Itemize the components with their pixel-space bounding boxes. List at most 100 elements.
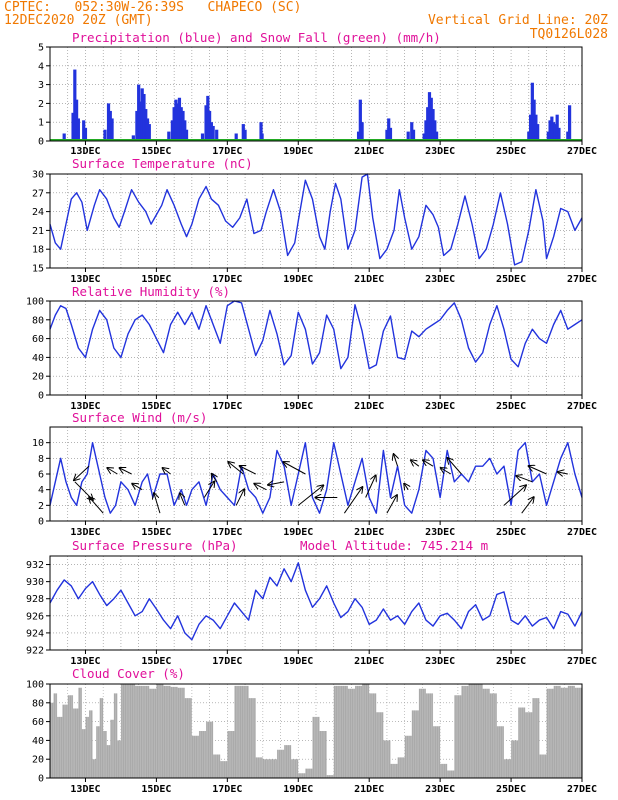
precip-bar [110,118,114,141]
precip-bar [177,97,182,141]
wind-series-line [49,441,583,514]
pressure-ytick-label: 930 [26,577,44,588]
precip-bar [528,114,533,141]
wind-arrow [74,481,93,500]
pressure-date-label: 15DEC [141,656,171,667]
precip-bar [71,112,75,141]
precip-bar [429,97,433,141]
humidity-date-label: 17DEC [212,401,242,412]
precip-bar [546,131,550,141]
precip-bar [206,95,210,141]
precip-bar [387,118,391,141]
temperature-ytick-label: 27 [32,188,44,199]
pressure-panel: 922 924 926 928 930 932 13DEC 15DEC 17DEC 19DEC 21… [26,538,597,667]
temperature-date-label: 13DEC [70,274,100,285]
pressure-date-label: 13DEC [70,656,100,667]
precip-bar [208,110,212,141]
humidity-panel: 0 20 40 60 80 100 13DEC 15DEC 17DEC 19DEC 21DEC 23D… [26,284,597,412]
precip-bar [138,101,143,141]
precip-bar [241,124,245,141]
temperature-frame [49,173,583,269]
wind-arrow [394,454,398,467]
pressure-date-label: 21DEC [354,656,384,667]
cloud-cover-date-label: 17DEC [212,784,242,795]
precip-bar [388,127,393,141]
humidity-date-label: 27DEC [567,401,597,412]
precipitation-date-label: 19DEC [283,146,313,157]
precip-bar [73,69,77,141]
humidity-date-label: 25DEC [496,401,526,412]
pressure-title: Surface Pressure (hPa) [72,538,238,553]
precip-bar [131,135,135,141]
precipitation-title: Precipitation (blue) and Snow Fall (gree… [72,30,441,45]
precip-bar [356,131,361,141]
wind-arrow [154,493,161,514]
humidity-ytick-label: 80 [32,315,44,326]
precip-bar [426,107,430,141]
wind-arrow [163,468,171,475]
humidity-series-line [49,300,583,370]
pressure-ytick-label: 926 [26,611,44,622]
precipitation-date-label: 23DEC [425,146,455,157]
wind-date-label: 21DEC [354,527,384,538]
temperature-date-label: 21DEC [354,274,384,285]
pressure-ytick-label: 928 [26,594,44,605]
humidity-date-label: 23DEC [425,401,455,412]
wind-arrow [386,495,397,514]
cloud-cover-ytick-label: 0 [38,774,44,785]
wind-arrow [411,460,420,467]
precip-bar [170,120,174,141]
pressure-ytick-label: 922 [26,646,44,657]
wind-arrow [529,466,547,475]
precip-bar [137,84,141,141]
cloud-cover-ytick-label: 100 [26,680,44,691]
temperature-date-label: 25DEC [496,274,526,285]
humidity-ytick-label: 20 [32,372,44,383]
humidity-frame [49,300,583,396]
precip-bar [211,125,215,141]
precip-bar [548,120,552,141]
precip-bar [406,131,410,141]
precip-bar [260,133,264,141]
cloud-cover-ytick-label: 80 [32,698,44,709]
precip-bar [176,103,180,141]
wind-arrow [365,476,376,498]
precip-bar [204,105,208,141]
pressure-date-label: 23DEC [425,656,455,667]
wind-arrow [268,482,285,485]
humidity-ytick-label: 60 [32,334,44,345]
precip-bar [553,124,557,141]
wind-arrow [120,468,132,475]
wind-date-label: 23DEC [425,527,455,538]
station-header: CPTEC: 052:30W-26:39S CHAPECO (SC) [4,0,302,15]
wind-arrow [558,472,568,474]
wind-ytick-label: 4 [38,485,44,496]
temperature-title: Surface Temperature (nC) [72,156,253,171]
cloud-cover-ytick-label: 40 [32,736,44,747]
wind-arrow [235,489,244,506]
precip-bar [234,133,238,141]
precipitation-ytick-label: 3 [38,80,44,91]
precipitation-ytick-label: 2 [38,99,44,110]
precip-bar [434,131,439,141]
precipitation-panel: 0 1 2 3 4 5 13DEC 15DEC 17DEC 19DEC 21DEC 23DEC 25DE… [38,30,597,157]
precip-bar [145,118,150,141]
precip-bar [106,103,111,141]
precipitation-date-label: 27DEC [567,146,597,157]
precip-bar [385,129,389,141]
temperature-ytick-label: 15 [32,264,44,275]
wind-arrow [240,466,256,475]
precip-bar [427,92,432,141]
wind-ytick-label: 6 [38,470,44,481]
wind-date-label: 27DEC [567,527,597,538]
precipitation-ytick-label: 1 [38,118,44,129]
precip-bar [200,133,205,141]
wind-date-label: 25DEC [496,527,526,538]
wind-arrow [441,468,452,475]
wind-arrow [343,487,362,514]
wind-ytick-label: 2 [38,501,44,512]
pressure-ytick-label: 932 [26,560,44,571]
precip-bar [82,120,86,141]
precip-bar [62,133,66,141]
precip-bar [567,105,572,141]
